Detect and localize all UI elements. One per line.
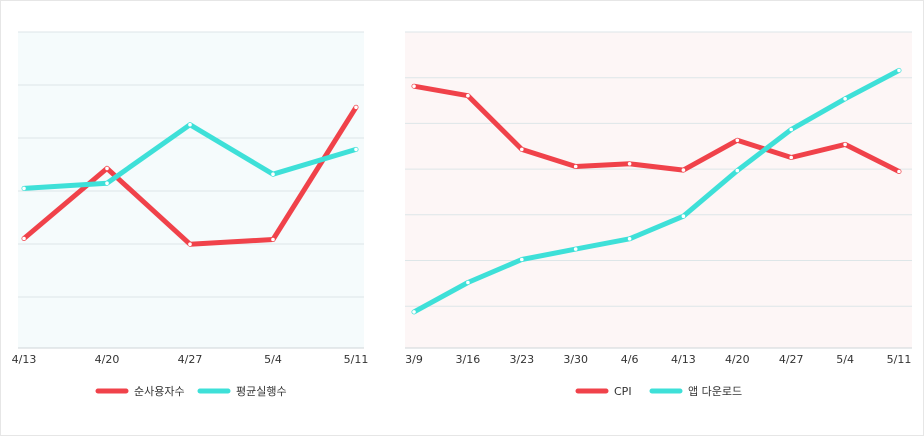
chart-1-data-point — [188, 122, 192, 127]
chart-1-data-point — [354, 105, 358, 110]
chart-2-data-point — [466, 93, 470, 98]
chart-1-data-point — [271, 237, 275, 242]
chart-1-data-point — [271, 172, 275, 176]
chart-2-legend-label-1: CPI — [614, 385, 632, 398]
chart-2-x-tick-label: 5/4 — [836, 353, 854, 366]
chart-2-x-tick-label: 3/16 — [456, 353, 481, 366]
chart-2-x-tick-label: 4/6 — [621, 353, 639, 366]
chart-2-data-point — [843, 142, 847, 147]
chart-1-data-point — [188, 242, 192, 246]
chart-2-x-tick-label: 5/11 — [887, 353, 912, 366]
chart-1-x-tick-label: 4/13 — [12, 353, 37, 366]
chart-2-data-point — [520, 257, 524, 262]
chart-2-series-line-1 — [411, 83, 902, 174]
chart-2-data-point — [573, 164, 578, 169]
chart-2-data-point — [681, 214, 686, 218]
chart-2-plot-area — [405, 32, 912, 348]
chart-2-data-point — [843, 97, 847, 101]
chart-1-data-point — [105, 166, 109, 171]
chart-2-data-point — [789, 127, 793, 132]
chart-1-x-tick-label: 5/4 — [264, 353, 282, 366]
chart-2-data-point — [681, 168, 686, 172]
chart-1-legend-label-1: 순사용자수 — [134, 385, 185, 398]
chart-1-plot-area — [18, 32, 364, 348]
chart-2-data-point — [735, 138, 740, 143]
chart-2-data-point — [412, 84, 416, 88]
chart-1-legend-label-2: 평균실행수 — [236, 385, 287, 398]
chart-2-x-tick-label: 3/9 — [405, 353, 423, 366]
chart-2-data-point — [573, 247, 578, 251]
chart-2-x-tick-label: 4/20 — [725, 353, 750, 366]
chart-2-data-point — [627, 162, 632, 166]
chart-2-data-point — [789, 155, 793, 160]
chart-1-x-tick-label: 5/11 — [344, 353, 369, 366]
chart-2-series-line-2 — [411, 67, 902, 315]
chart-1-x-tick-label: 4/27 — [178, 353, 203, 366]
chart-2-data-point — [897, 68, 901, 73]
chart-1-data-point — [22, 186, 26, 191]
chart-2-data-point — [520, 147, 524, 152]
chart-1-data-point — [354, 147, 358, 152]
chart-2-data-point — [735, 168, 740, 173]
chart-2-data-point — [412, 310, 416, 314]
chart-2-data-point — [627, 237, 632, 241]
chart-2-x-tick-label: 3/30 — [563, 353, 588, 366]
chart-2-data-point — [897, 169, 901, 174]
chart-2-x-tick-label: 4/13 — [671, 353, 696, 366]
chart-1-data-point — [22, 236, 26, 241]
chart-2-legend-label-2: 앱 다운로드 — [688, 385, 742, 398]
chart-2-data-point — [466, 280, 470, 285]
chart-2-x-tick-label: 4/27 — [779, 353, 804, 366]
chart-2-x-tick-label: 3/23 — [509, 353, 534, 366]
chart-1-x-tick-label: 4/20 — [95, 353, 120, 366]
chart-1-data-point — [105, 181, 109, 185]
